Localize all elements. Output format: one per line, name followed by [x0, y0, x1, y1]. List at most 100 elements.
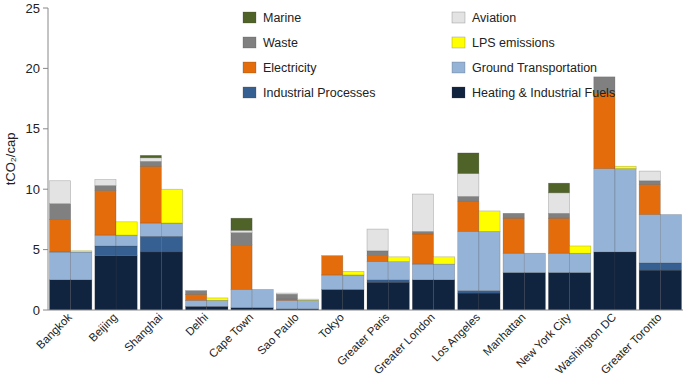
bar-segment — [434, 280, 455, 310]
bar-segment — [639, 270, 660, 310]
y-tick — [43, 189, 48, 190]
bar-segment — [570, 273, 591, 310]
bar-segment — [594, 76, 615, 77]
bar-segment — [231, 230, 252, 232]
x-tick-label: Cape Town — [206, 311, 255, 360]
bar-segment — [458, 231, 479, 290]
y-tick — [43, 249, 48, 250]
bar-segment — [95, 246, 116, 256]
bar-segment — [388, 262, 409, 280]
bar-segment — [186, 291, 207, 295]
bar-segment — [458, 173, 479, 196]
y-tick — [43, 128, 48, 129]
bar-segment — [524, 253, 545, 254]
bar-segment — [186, 294, 207, 300]
bar-segment — [252, 289, 273, 290]
bar-segment — [548, 218, 569, 253]
bar-segment — [479, 210, 500, 211]
bar-segment — [252, 289, 273, 307]
bar-segment — [322, 275, 343, 289]
bar-segment — [615, 166, 636, 167]
bar-segment — [503, 253, 524, 272]
y-tick — [43, 8, 48, 9]
bar-segment — [524, 253, 545, 272]
bar-segment — [458, 153, 479, 174]
y-tick-label: 10 — [26, 182, 40, 197]
bar-segment — [479, 211, 500, 232]
legend-label: Aviation — [472, 11, 516, 25]
bar-segment — [95, 186, 116, 191]
bar-segment — [71, 250, 92, 251]
bar-segment — [388, 256, 409, 257]
bar-segment — [71, 250, 92, 251]
bar-segment — [548, 193, 569, 214]
bar-segment — [639, 171, 660, 172]
legend-label: Heating & Industrial Fuels — [472, 86, 615, 100]
bar-segment — [412, 194, 433, 195]
bar-segment — [322, 255, 343, 256]
bar-segment — [140, 223, 161, 236]
bar-segment — [297, 300, 318, 301]
bar-segment — [594, 76, 615, 77]
bar-segment — [116, 222, 137, 235]
legend: MarineAviationWasteLPS emissionsElectric… — [243, 11, 615, 100]
bar-segment — [252, 289, 273, 290]
bar-segment — [503, 218, 524, 253]
bar-segment — [50, 181, 71, 204]
x-tick-label: Greater Toronto — [598, 311, 663, 376]
bar-segment — [297, 299, 318, 300]
bar-segment — [297, 299, 318, 300]
y-tick — [43, 310, 48, 311]
bar-segment — [615, 166, 636, 167]
bar-segment — [161, 189, 182, 190]
bar-segment — [548, 273, 569, 310]
bar-segment — [252, 289, 273, 290]
bar-segment — [548, 183, 569, 193]
bar-segment — [207, 300, 228, 306]
bar-segment — [503, 213, 524, 214]
y-tick-label: 5 — [33, 242, 40, 257]
legend-label: Marine — [263, 11, 301, 25]
bar-segment — [161, 252, 182, 310]
bar-segment — [186, 300, 207, 306]
bar-segment — [231, 233, 252, 245]
bar-segment — [95, 235, 116, 246]
y-tick-label: 20 — [26, 61, 40, 76]
bar-segment — [116, 246, 137, 256]
x-tick-label: Shanghai — [122, 311, 165, 354]
bar-segment — [343, 271, 364, 272]
legend-swatch — [452, 37, 465, 48]
bar-segment — [570, 246, 591, 253]
bar-segment — [434, 257, 455, 264]
bar-segment — [297, 299, 318, 300]
bar-segment — [388, 256, 409, 257]
bar-segment — [71, 250, 92, 251]
bar-segment — [458, 291, 479, 293]
bar-segment — [71, 252, 92, 253]
bar-segment — [161, 223, 182, 236]
bar-segment — [322, 255, 343, 256]
bar-segment — [412, 194, 433, 231]
legend-swatch — [243, 87, 256, 98]
bar-segment — [276, 293, 297, 294]
legend-swatch — [452, 62, 465, 73]
y-axis — [48, 8, 49, 310]
bar-segment — [50, 204, 71, 220]
bar-segment — [479, 291, 500, 293]
bar-segment — [367, 229, 388, 230]
bar-segment — [639, 181, 660, 185]
bar-segment — [186, 290, 207, 291]
bar-segment — [207, 297, 228, 298]
bar-segment — [71, 252, 92, 280]
x-tick-label: Delhi — [183, 311, 210, 338]
legend-label: Waste — [263, 36, 298, 50]
bar-segment — [343, 271, 364, 272]
bar-segment — [434, 256, 455, 257]
legend-swatch — [243, 37, 256, 48]
bar-segment — [367, 251, 388, 256]
bar-segment — [367, 229, 388, 251]
bar-segment — [343, 275, 364, 289]
legend-swatch — [243, 12, 256, 23]
bar-segment — [343, 289, 364, 310]
bar-segment — [95, 256, 116, 310]
